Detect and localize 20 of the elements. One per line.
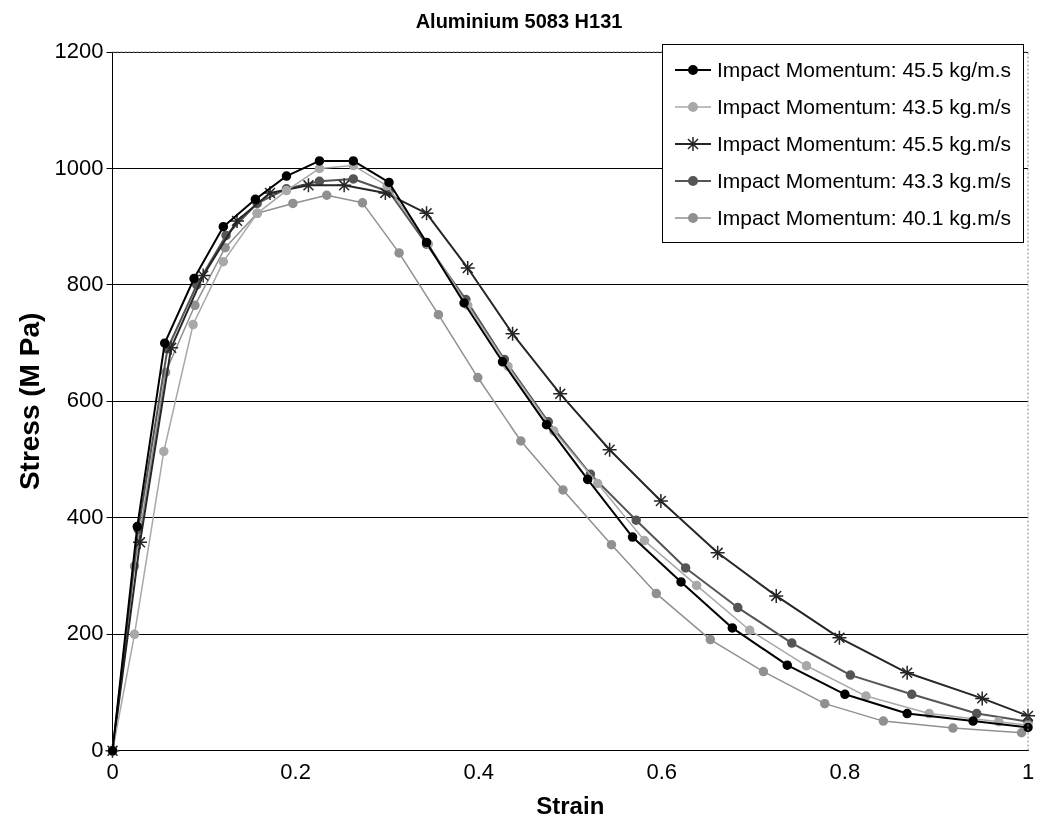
y-tick-label: 1200 [54,38,104,64]
chart-title: Aluminium 5083 H131 [415,9,623,32]
legend-label: Impact Momentum: 43.3 kg.m/s [716,168,1011,193]
y-tick-label: 0 [91,736,104,762]
y-tick-label: 1000 [54,154,104,180]
legend-label: Impact Momentum: 40.1 kg.m/s [716,205,1011,230]
x-tick-label: 0.6 [646,759,678,785]
legend-label: Impact Momentum: 45.5 kg.m/s [716,131,1011,156]
x-tick-label: 1 [1021,759,1035,785]
y-tick-label: 800 [66,271,104,296]
legend-label: Impact Momentum: 45.5 kg/m.s [716,57,1011,82]
y-tick-label: 200 [66,620,104,646]
x-tick-label: 0.8 [829,759,861,785]
x-axis-title: Strain [536,792,605,820]
y-tick-label: 400 [66,503,104,529]
legend-label: Impact Momentum: 43.5 kg.m/s [716,94,1011,119]
y-axis-title: Stress (M Pa) [13,312,45,491]
x-tick-label: 0.2 [280,759,311,785]
y-tick-label: 600 [66,387,104,413]
x-tick-label: 0.4 [463,759,495,785]
